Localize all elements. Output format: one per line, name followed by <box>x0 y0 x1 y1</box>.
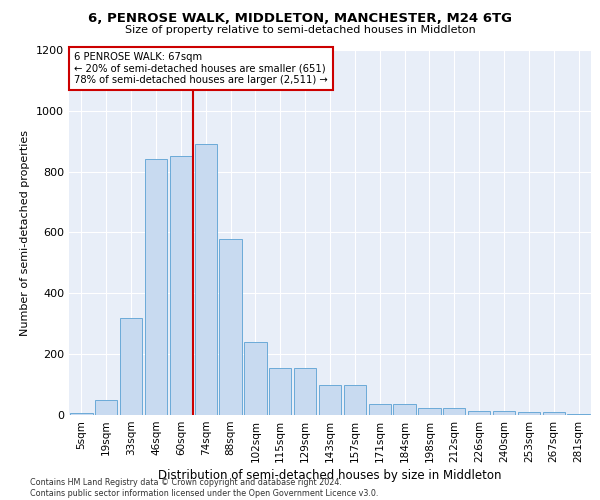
Text: Size of property relative to semi-detached houses in Middleton: Size of property relative to semi-detach… <box>125 25 475 35</box>
Bar <box>170 156 192 415</box>
Bar <box>468 412 490 415</box>
Bar <box>542 412 565 415</box>
Bar <box>70 412 92 415</box>
Bar <box>244 342 266 415</box>
Bar <box>220 238 242 415</box>
Bar <box>568 414 590 415</box>
Bar <box>194 144 217 415</box>
Bar <box>344 384 366 415</box>
Bar <box>418 408 440 415</box>
Text: Contains HM Land Registry data © Crown copyright and database right 2024.
Contai: Contains HM Land Registry data © Crown c… <box>30 478 379 498</box>
Text: 6, PENROSE WALK, MIDDLETON, MANCHESTER, M24 6TG: 6, PENROSE WALK, MIDDLETON, MANCHESTER, … <box>88 12 512 26</box>
Bar <box>394 404 416 415</box>
X-axis label: Distribution of semi-detached houses by size in Middleton: Distribution of semi-detached houses by … <box>158 469 502 482</box>
Bar <box>319 384 341 415</box>
Bar <box>294 368 316 415</box>
Bar <box>269 368 292 415</box>
Bar <box>443 408 466 415</box>
Bar <box>145 160 167 415</box>
Bar <box>120 318 142 415</box>
Bar <box>493 412 515 415</box>
Bar <box>368 404 391 415</box>
Bar <box>95 400 118 415</box>
Bar <box>518 412 540 415</box>
Y-axis label: Number of semi-detached properties: Number of semi-detached properties <box>20 130 31 336</box>
Text: 6 PENROSE WALK: 67sqm
← 20% of semi-detached houses are smaller (651)
78% of sem: 6 PENROSE WALK: 67sqm ← 20% of semi-deta… <box>74 52 328 85</box>
